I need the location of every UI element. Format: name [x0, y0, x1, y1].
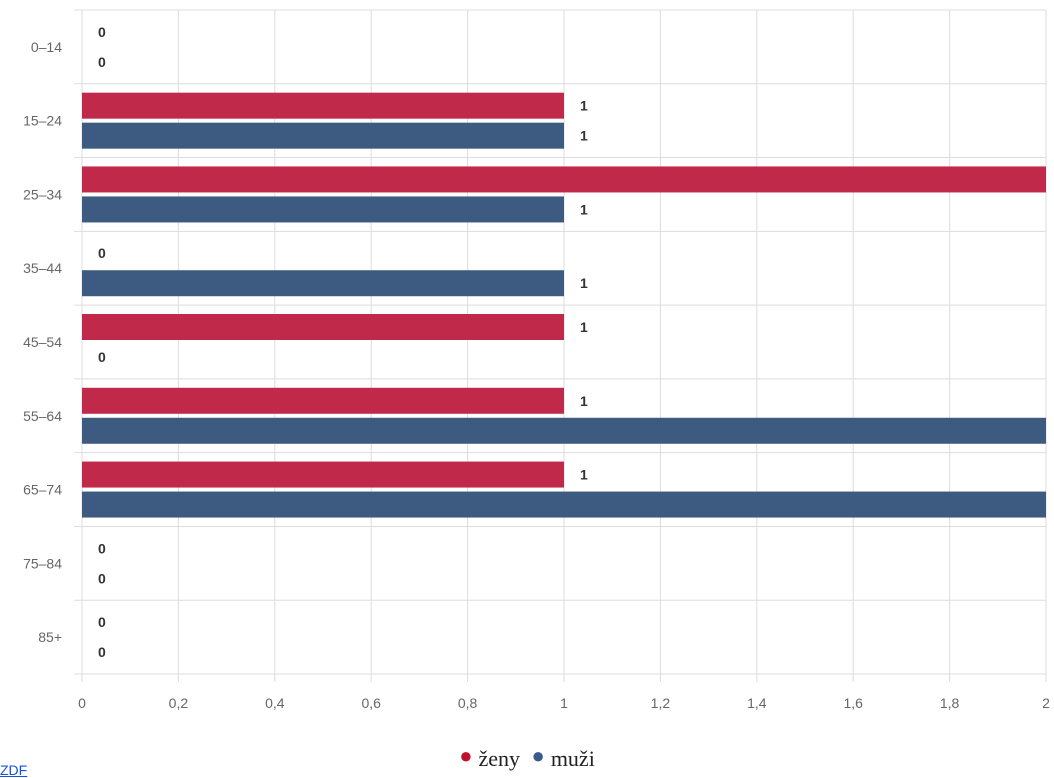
bar-male [82, 491, 1046, 518]
data-label: 1 [580, 98, 588, 114]
source-link[interactable]: ZDF [0, 762, 28, 778]
y-tick-label: 85+ [38, 629, 62, 645]
y-tick-label: 15–24 [23, 113, 62, 129]
x-tick-label: 1 [560, 695, 568, 711]
legend: ● ženy ● muži [0, 743, 1054, 772]
data-label: 0 [98, 349, 106, 365]
data-label: 1 [580, 393, 588, 409]
x-tick-label: 2 [1042, 695, 1050, 711]
x-tick-label: 0 [78, 695, 86, 711]
bar-female [82, 166, 1046, 193]
bar-male [82, 196, 564, 223]
x-tick-label: 0,2 [169, 695, 189, 711]
legend-female-label: ženy [478, 746, 521, 771]
bar-chart: 0 0,2 0,4 0,6 0,8 1 1,2 1,4 1,6 1,8 2 0–14 15–24 25–3… [23, 9, 1050, 711]
y-tick-label: 55–64 [23, 408, 62, 424]
data-label: 1 [580, 128, 588, 144]
bar-male [82, 122, 564, 149]
y-tick-label: 45–54 [23, 334, 62, 350]
bar-female [82, 387, 564, 414]
data-label: 1 [580, 275, 588, 291]
data-label: 0 [98, 614, 106, 630]
y-tick-label: 35–44 [23, 260, 62, 276]
bar-male [82, 270, 564, 297]
y-tick-label: 75–84 [23, 555, 62, 571]
data-label: 1 [580, 319, 588, 335]
data-label: 0 [98, 540, 106, 556]
bar-male [82, 417, 1046, 444]
y-tick-label: 0–14 [31, 39, 62, 55]
data-label: 0 [98, 54, 106, 70]
data-label: 0 [98, 570, 106, 586]
data-label: 1 [580, 201, 588, 217]
x-tick-label: 0,4 [265, 695, 285, 711]
data-label: 0 [98, 245, 106, 261]
y-tick-label: 65–74 [23, 482, 62, 498]
bar-female [82, 461, 564, 488]
legend-male-marker: ● [531, 743, 545, 768]
data-label: 0 [98, 644, 106, 660]
bar-female [82, 92, 564, 119]
x-tick-label: 0,6 [361, 695, 381, 711]
legend-male-label: muži [550, 746, 595, 771]
data-label: 0 [98, 24, 106, 40]
x-tick-label: 1,8 [940, 695, 960, 711]
legend-female-marker: ● [459, 743, 473, 768]
x-tick-label: 1,2 [651, 695, 671, 711]
x-tick-label: 1,4 [747, 695, 767, 711]
bar-female [82, 314, 564, 340]
x-tick-label: 1,6 [843, 695, 863, 711]
x-tick-label: 0,8 [458, 695, 478, 711]
y-tick-label: 25–34 [23, 186, 62, 202]
data-label: 1 [580, 467, 588, 483]
